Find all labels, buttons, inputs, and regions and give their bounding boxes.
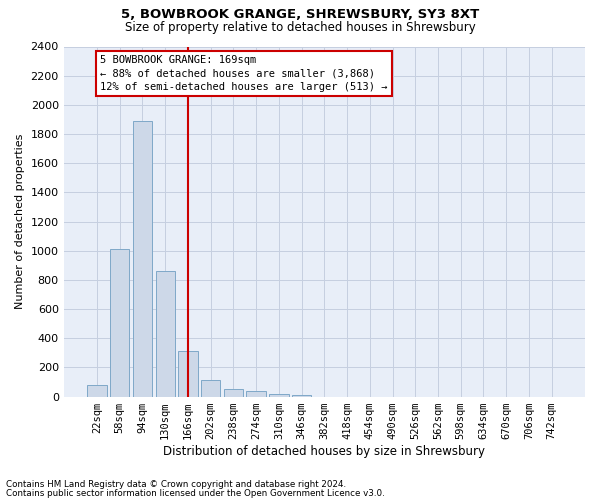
Bar [292,395,311,396]
Text: Contains public sector information licensed under the Open Government Licence v3: Contains public sector information licen… [6,489,385,498]
X-axis label: Distribution of detached houses by size in Shrewsbury: Distribution of detached houses by size … [163,444,485,458]
Text: Size of property relative to detached houses in Shrewsbury: Size of property relative to detached ho… [125,21,475,34]
Text: Contains HM Land Registry data © Crown copyright and database right 2024.: Contains HM Land Registry data © Crown c… [6,480,346,489]
Text: 5 BOWBROOK GRANGE: 169sqm
← 88% of detached houses are smaller (3,868)
12% of se: 5 BOWBROOK GRANGE: 169sqm ← 88% of detac… [100,56,388,92]
Bar [133,121,152,396]
Bar [224,388,243,396]
Bar [178,352,197,397]
Bar [110,250,130,396]
Y-axis label: Number of detached properties: Number of detached properties [15,134,25,309]
Bar [88,385,107,396]
Bar [155,271,175,396]
Bar [269,394,289,396]
Bar [247,390,266,396]
Bar [201,380,220,396]
Text: 5, BOWBROOK GRANGE, SHREWSBURY, SY3 8XT: 5, BOWBROOK GRANGE, SHREWSBURY, SY3 8XT [121,8,479,20]
